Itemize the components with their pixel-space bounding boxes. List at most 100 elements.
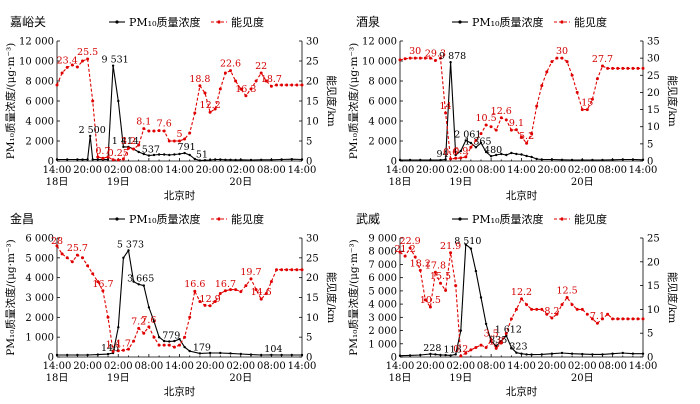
legend-vis-marker xyxy=(560,217,564,221)
visibility-point xyxy=(234,288,238,292)
visibility-point xyxy=(254,79,258,83)
pm10-point xyxy=(173,153,176,156)
visibility-point xyxy=(413,255,417,259)
visibility-point xyxy=(75,65,79,69)
pm10-point xyxy=(157,336,161,339)
x-tick-label: 14:00 xyxy=(507,361,536,372)
visibility-point xyxy=(413,56,417,60)
visibility-point xyxy=(223,289,227,293)
y2-tick-label: 15 xyxy=(306,97,319,108)
pm10-point xyxy=(183,151,186,155)
x-tick-label: 20:00 xyxy=(73,361,102,372)
visibility-point xyxy=(116,349,120,353)
x-tick-label: 14:00 xyxy=(386,165,415,176)
x-date-label: 20日 xyxy=(229,177,252,188)
x-tick-label: 08:00 xyxy=(598,361,627,372)
pm10-point xyxy=(163,339,166,343)
visibility-point xyxy=(626,317,630,321)
pm10-point xyxy=(434,353,437,356)
visibility-data-label: 14.6 xyxy=(251,287,272,298)
x-tick-label: 14:00 xyxy=(507,165,536,176)
visibility-data-label: 3.2 xyxy=(121,136,136,147)
visibility-point xyxy=(275,268,278,272)
y-axis-label: PM₁₀质量浓度/(μg·m⁻³) xyxy=(347,239,360,356)
visibility-point xyxy=(152,335,156,339)
visibility-point xyxy=(494,346,498,350)
pm10-point xyxy=(229,352,232,355)
visibility-data-label: 27.7 xyxy=(592,54,613,65)
pm10-point xyxy=(641,352,645,355)
visibility-point xyxy=(65,256,69,260)
pm10-point xyxy=(479,141,483,145)
pm10-point xyxy=(479,296,483,299)
visibility-data-label: 12.6 xyxy=(491,106,512,117)
x-axis-label: 北京时 xyxy=(164,189,196,202)
visibility-point xyxy=(575,307,579,311)
x-tick-label: 02:00 xyxy=(104,361,133,372)
visibility-data-label: 16.7 xyxy=(215,279,236,290)
visibility-point xyxy=(285,83,289,87)
visibility-point xyxy=(280,83,284,87)
visibility-point xyxy=(525,141,529,145)
pm10-point xyxy=(106,352,110,356)
visibility-data-label: 30 xyxy=(409,46,421,57)
x-tick-label: 02:00 xyxy=(104,165,133,176)
pm10-point xyxy=(408,354,412,357)
x-tick-label: 20:00 xyxy=(416,165,445,176)
pm10-point xyxy=(127,249,130,252)
pm10-point xyxy=(439,158,442,162)
x-tick-label: 08:00 xyxy=(598,165,627,176)
visibility-point xyxy=(132,147,136,151)
x-tick-label: 02:00 xyxy=(226,361,255,372)
y2-axis-label: 能见度/km xyxy=(666,272,679,323)
pm10-point xyxy=(147,154,151,157)
y2-axis-label: 能见度/km xyxy=(666,75,679,126)
visibility-point xyxy=(208,304,212,308)
visibility-data-label: 5 xyxy=(176,129,182,140)
visibility-point xyxy=(101,156,105,160)
visibility-point xyxy=(606,312,610,316)
visibility-point xyxy=(565,60,569,64)
y2-tick-label: 15 xyxy=(647,281,660,292)
pm10-data-label: 8 510 xyxy=(454,236,481,247)
chart-panel-2: 金昌 PM₁₀质量浓度 能见度 0 1 000 2 000 3 000 4 000 5 000 6… xyxy=(4,211,338,398)
visibility-data-label: 3.5 xyxy=(484,328,499,339)
visibility-point xyxy=(111,158,115,162)
y2-tick-label: 20 xyxy=(647,88,660,99)
y-axis-label: PM₁₀质量浓度/(μg·m⁻³) xyxy=(347,43,360,160)
y2-tick-label: 5 xyxy=(647,139,653,150)
visibility-point xyxy=(423,298,427,302)
visibility-point xyxy=(530,132,534,136)
visibility-point xyxy=(580,307,584,311)
y-axis-label: PM₁₀质量浓度/(μg·m⁻³) xyxy=(4,239,17,356)
x-date-label: 20日 xyxy=(571,373,594,384)
visibility-point xyxy=(601,64,604,68)
x-date-label: 18日 xyxy=(46,177,69,188)
visibility-point xyxy=(611,317,615,321)
pm10-point xyxy=(530,353,533,356)
visibility-point xyxy=(162,129,166,133)
x-tick-label: 14:00 xyxy=(43,361,72,372)
visibility-point xyxy=(479,343,483,347)
pm10-data-label: 1 612 xyxy=(495,325,522,336)
visibility-point xyxy=(433,270,437,274)
visibility-point xyxy=(560,303,564,307)
pm10-point xyxy=(631,158,635,161)
visibility-data-label: 25.7 xyxy=(67,243,88,254)
pm10-point xyxy=(122,145,125,149)
visibility-point xyxy=(494,128,498,132)
pm10-point xyxy=(300,158,304,161)
y2-tick-label: 25 xyxy=(647,71,660,82)
y-tick-label: 1 000 xyxy=(368,339,397,350)
pm10-point xyxy=(239,352,242,356)
visibility-data-label: 19.7 xyxy=(240,267,261,278)
pm10-point xyxy=(601,158,604,162)
visibility-data-label: 7.1 xyxy=(590,311,605,322)
visibility-point xyxy=(96,280,100,284)
pm10-point xyxy=(520,153,523,156)
pm10-point xyxy=(55,353,59,357)
visibility-point xyxy=(259,71,263,75)
visibility-point xyxy=(60,252,64,256)
visibility-point xyxy=(540,84,544,88)
visibility-point xyxy=(641,317,645,321)
